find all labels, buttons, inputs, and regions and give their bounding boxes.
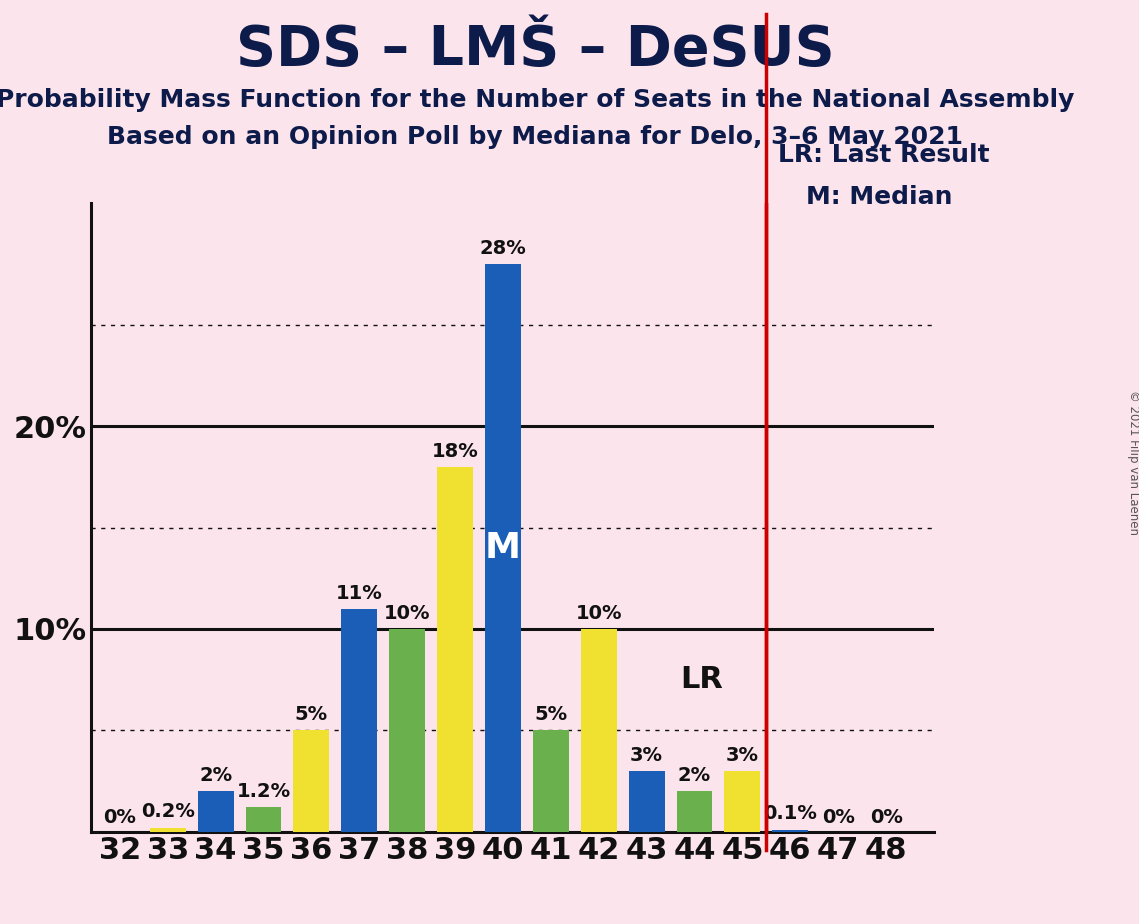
Text: 0%: 0% <box>104 808 137 827</box>
Bar <box>677 791 713 832</box>
Bar <box>772 830 809 832</box>
Text: 28%: 28% <box>480 239 526 258</box>
Bar <box>533 730 568 832</box>
Text: M: M <box>485 531 521 565</box>
Text: 18%: 18% <box>432 442 478 461</box>
Text: © 2021 Filip van Laenen: © 2021 Filip van Laenen <box>1126 390 1139 534</box>
Text: 2%: 2% <box>678 766 711 785</box>
Bar <box>294 730 329 832</box>
Text: 5%: 5% <box>534 705 567 724</box>
Text: 2%: 2% <box>199 766 232 785</box>
Text: 0%: 0% <box>870 808 902 827</box>
Bar <box>629 771 664 832</box>
Bar <box>150 828 186 832</box>
Bar <box>246 808 281 832</box>
Text: 5%: 5% <box>295 705 328 724</box>
Bar <box>437 467 473 832</box>
Bar <box>724 771 761 832</box>
Text: LR: Last Result: LR: Last Result <box>778 143 990 167</box>
Text: M: Median: M: Median <box>806 185 952 209</box>
Text: 11%: 11% <box>336 584 383 602</box>
Text: 10%: 10% <box>575 604 622 623</box>
Text: 3%: 3% <box>630 746 663 765</box>
Text: SDS – LMŠ – DeSUS: SDS – LMŠ – DeSUS <box>236 23 835 77</box>
Bar <box>485 264 521 832</box>
Text: Based on an Opinion Poll by Mediana for Delo, 3–6 May 2021: Based on an Opinion Poll by Mediana for … <box>107 125 964 149</box>
Text: 0.1%: 0.1% <box>763 805 818 823</box>
Text: 10%: 10% <box>384 604 431 623</box>
Bar <box>342 609 377 832</box>
Text: 1.2%: 1.2% <box>237 783 290 801</box>
Bar <box>390 629 425 832</box>
Text: 0.2%: 0.2% <box>141 802 195 821</box>
Bar <box>198 791 233 832</box>
Text: 0%: 0% <box>821 808 854 827</box>
Bar <box>581 629 616 832</box>
Text: LR: LR <box>680 665 723 694</box>
Text: 3%: 3% <box>726 746 759 765</box>
Text: Probability Mass Function for the Number of Seats in the National Assembly: Probability Mass Function for the Number… <box>0 88 1074 112</box>
